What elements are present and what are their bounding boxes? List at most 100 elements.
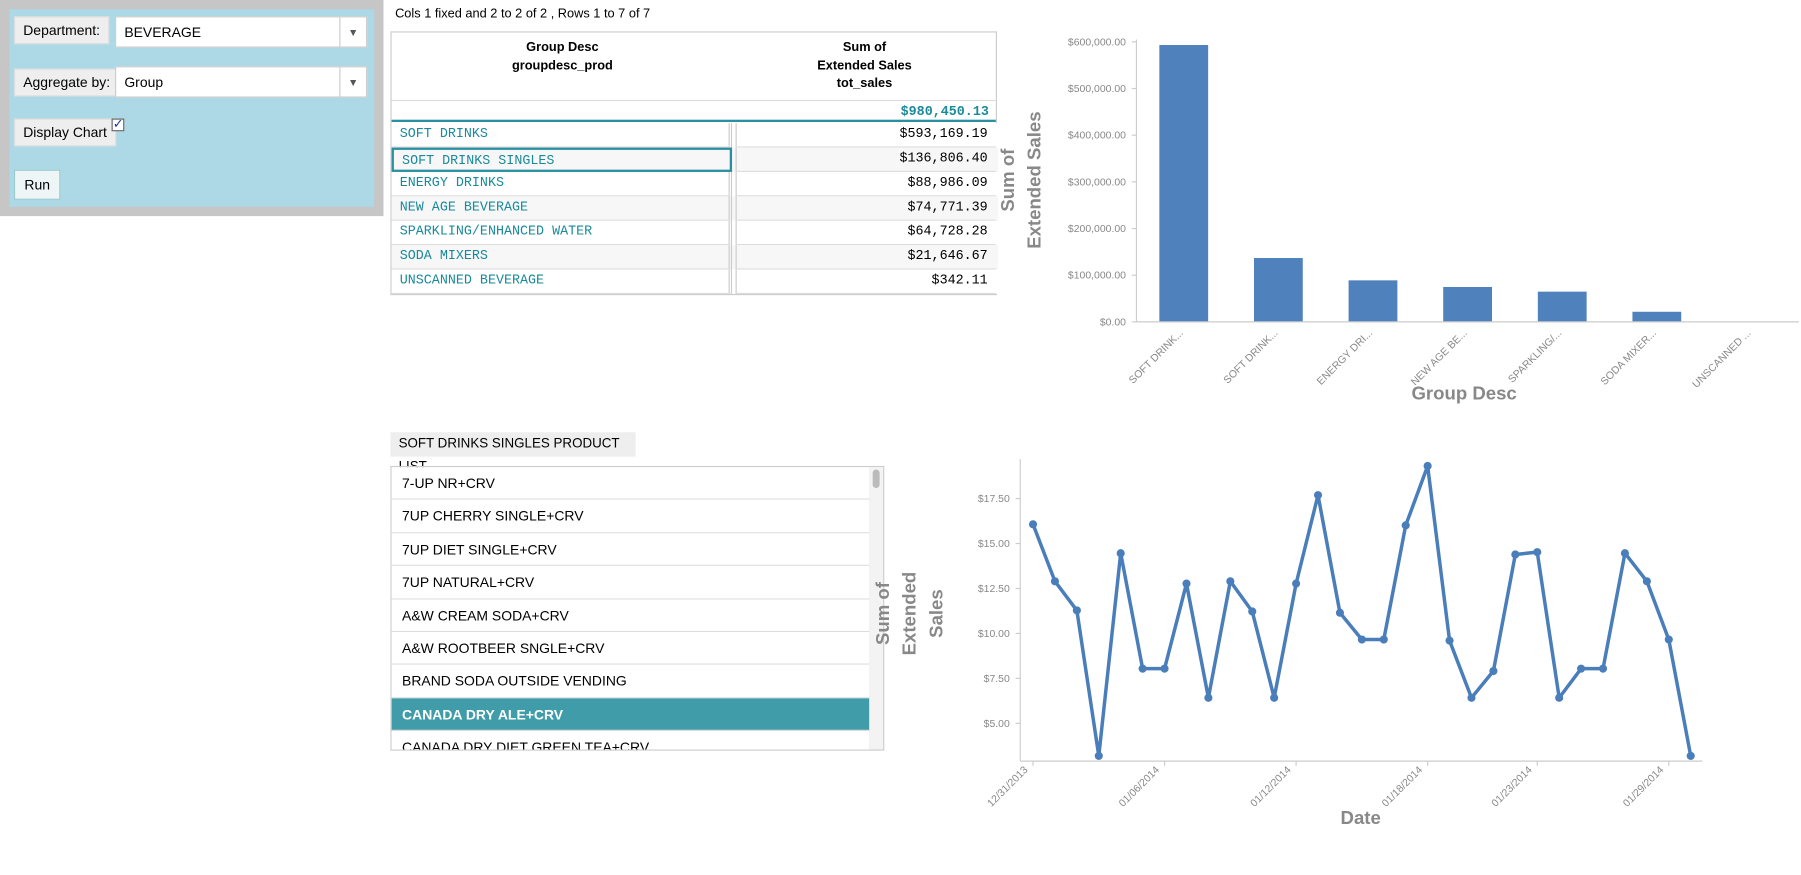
- data-point: [1357, 635, 1366, 644]
- product-item[interactable]: A&W ROOTBEER SNGLE+CRV: [391, 632, 870, 666]
- sales-cell: $593,169.19: [735, 123, 996, 148]
- x-tick-label: SOFT DRINK...: [1127, 328, 1185, 386]
- x-tick-label: NEW AGE BE...: [1409, 328, 1469, 388]
- data-point: [1226, 577, 1235, 586]
- data-point: [1335, 608, 1345, 617]
- data-point: [1094, 751, 1103, 760]
- data-point: [1511, 550, 1520, 559]
- sales-cell: $74,771.39: [735, 196, 996, 221]
- run-button[interactable]: Run: [13, 169, 61, 200]
- table-row: NEW AGE BEVERAGE $74,771.39: [391, 196, 999, 221]
- data-point: [1620, 549, 1630, 558]
- product-list: 7-UP NR+CRV 7UP CHERRY SINGLE+CRV 7UP DIET…: [390, 465, 885, 751]
- y-axis-label: Sum of: [997, 148, 1018, 212]
- y-tick-label: $200,000.00: [1068, 224, 1126, 235]
- dropdown-arrow: ▼: [339, 17, 366, 47]
- display-chart-checkbox[interactable]: ✓: [111, 117, 125, 132]
- data-point: [1577, 664, 1586, 673]
- y-axis-label: Sales: [925, 589, 946, 638]
- data-point: [1598, 664, 1608, 673]
- y-tick-label: $17.50: [978, 494, 1010, 505]
- data-point: [1401, 521, 1410, 530]
- x-tick-label: 01/12/2014: [1249, 765, 1294, 810]
- y-tick-label: $100,000.00: [1068, 271, 1126, 282]
- group-cell: ENERGY DRINKS: [391, 171, 733, 197]
- product-item[interactable]: CANADA DRY ALE+CRV: [391, 698, 870, 732]
- data-point: [1072, 606, 1081, 615]
- data-point: [1270, 693, 1279, 702]
- aggregate-label: Aggregate by:: [13, 68, 120, 97]
- department-value: BEVERAGE: [124, 24, 202, 41]
- y-axis-label: Extended: [899, 572, 920, 656]
- product-item[interactable]: 7UP CHERRY SINGLE+CRV: [391, 500, 870, 534]
- dropdown-arrow: ▼: [339, 67, 366, 97]
- data-point: [1160, 664, 1169, 673]
- data-point: [1050, 577, 1060, 586]
- y-tick-label: $300,000.00: [1068, 177, 1126, 188]
- table-row: SPARKLING/ENHANCED WATER $64,728.28: [391, 220, 999, 246]
- data-point: [1467, 693, 1476, 702]
- y-tick-label: $600,000.00: [1068, 37, 1126, 48]
- data-table: Group Desc groupdesc_prod Sum of Extended S…: [390, 31, 999, 296]
- y-tick-label: $500,000.00: [1068, 84, 1126, 95]
- x-tick-label: SODA MIXER...: [1599, 328, 1659, 388]
- scroll-thumb[interactable]: [872, 469, 880, 489]
- department-label: Department:: [13, 16, 110, 45]
- group-cell: UNSCANNED BEVERAGE: [391, 269, 733, 294]
- product-item[interactable]: CANADA DRY DIET GREEN TEA+CRV: [391, 731, 870, 750]
- header-cell: Sum of Extended Sales tot_sales: [733, 40, 996, 94]
- sales-cell: $88,986.09: [735, 171, 996, 197]
- data-point: [1138, 664, 1147, 673]
- product-item[interactable]: 7UP DIET SINGLE+CRV: [391, 533, 870, 567]
- data-point: [1379, 635, 1388, 644]
- sales-cell: $21,646.67: [735, 245, 996, 270]
- x-axis-label: Group Desc: [1411, 383, 1516, 404]
- header-cell: Group Desc groupdesc_prod: [392, 40, 734, 76]
- form-frame: Department: BEVERAGE ▼ Aggregate by: Grou…: [0, 0, 384, 217]
- table-row: UNSCANNED BEVERAGE $342.11: [391, 269, 999, 294]
- y-tick-label: $400,000.00: [1068, 131, 1126, 142]
- table-row: SODA MIXERS $21,646.67: [391, 245, 999, 270]
- bar: [1253, 258, 1303, 322]
- data-point: [1533, 548, 1542, 557]
- x-axis-label: Date: [1341, 807, 1381, 828]
- y-tick-label: $12.50: [978, 584, 1010, 595]
- x-tick-label: 12/31/2013: [986, 765, 1031, 810]
- bar: [1159, 45, 1209, 322]
- group-cell: SOFT DRINKS SINGLES: [391, 147, 733, 172]
- data-point: [1445, 636, 1454, 645]
- y-axis-label: Sum of: [872, 581, 893, 645]
- product-item[interactable]: 7-UP NR+CRV: [391, 467, 870, 501]
- data-point: [1028, 520, 1038, 529]
- x-tick-label: SPARKLING/...: [1507, 328, 1565, 386]
- group-cell: SODA MIXERS: [391, 245, 733, 270]
- x-tick-label: SOFT DRINK...: [1222, 328, 1280, 386]
- data-point: [1292, 579, 1301, 588]
- y-axis-label: Extended Sales: [1024, 111, 1045, 248]
- bar: [1443, 286, 1493, 322]
- header-line: tot_sales: [836, 76, 893, 91]
- department-select[interactable]: BEVERAGE ▼: [115, 16, 368, 48]
- data-line: [1031, 464, 1693, 758]
- x-tick-label: 01/18/2014: [1380, 765, 1425, 810]
- product-item[interactable]: BRAND SODA OUTSIDE VENDING: [391, 665, 870, 699]
- data-point: [1555, 693, 1564, 702]
- header-line: Group Desc: [526, 40, 599, 55]
- x-tick-label: ENERGY DRI...: [1315, 328, 1375, 388]
- table-row: SOFT DRINKS SINGLES $136,806.40: [391, 147, 999, 172]
- product-item[interactable]: 7UP NATURAL+CRV: [391, 566, 870, 600]
- group-cell: NEW AGE BEVERAGE: [391, 196, 733, 221]
- x-tick-label: 01/06/2014: [1117, 765, 1162, 810]
- sales-cell: $136,806.40: [735, 147, 996, 172]
- sales-cell: $64,728.28: [735, 220, 996, 246]
- product-item[interactable]: A&W CREAM SODA+CRV: [391, 599, 870, 633]
- aggregate-select[interactable]: Group ▼: [115, 66, 368, 98]
- aggregate-value: Group: [124, 74, 164, 91]
- header-line: groupdesc_prod: [511, 58, 613, 73]
- data-point: [1182, 579, 1191, 588]
- y-tick-label: $10.00: [978, 629, 1010, 640]
- data-point: [1423, 461, 1432, 471]
- x-tick-label: 01/23/2014: [1490, 765, 1535, 810]
- data-point: [1664, 635, 1673, 644]
- bar: [1537, 291, 1587, 322]
